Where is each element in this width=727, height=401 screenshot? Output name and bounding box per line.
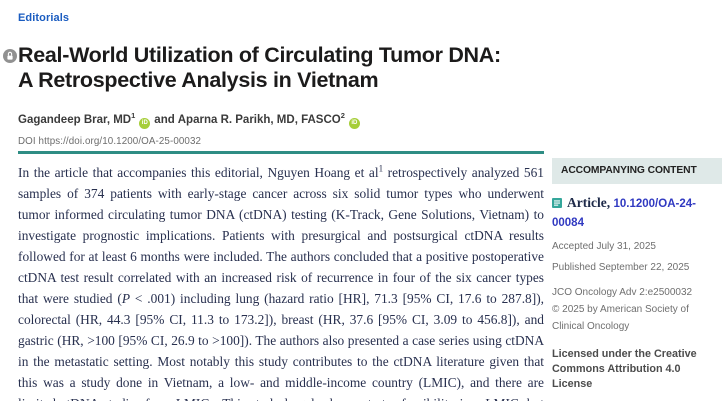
editorial-body-paragraph: In the article that accompanies this edi… [18, 162, 544, 401]
license-notice: Licensed under the Creative Commons Attr… [552, 348, 697, 390]
author-2-affiliation: 2 [340, 111, 345, 120]
author-1-name: Gagandeep Brar, MD [18, 113, 132, 126]
orcid-icon[interactable]: iD [348, 117, 360, 129]
body-segment: In the article that accompanies this edi… [18, 165, 379, 180]
accompanying-article-item: Article, 10.1200/OA-24-00084 [552, 194, 722, 232]
p-value-variable: P [121, 291, 131, 306]
reference-1-link[interactable]: 1 [378, 163, 384, 174]
article-title: Real-World Utilization of Circulating Tu… [18, 43, 563, 93]
article-icon [552, 195, 562, 208]
title-line-1: Real-World Utilization of Circulating Tu… [18, 43, 501, 67]
section-label-editorials[interactable]: Editorials [18, 12, 70, 24]
journal-citation: JCO Oncology Adv 2:e2500032 [552, 287, 693, 298]
author-2-name: Aparna R. Parikh, MD, FASCO [177, 113, 341, 126]
author-1-affiliation: 1 [131, 111, 136, 120]
citation-block: JCO Oncology Adv 2:e2500032 © 2025 by Am… [552, 284, 722, 335]
orcid-icon[interactable]: iD [139, 117, 151, 129]
divider-rule [18, 151, 544, 154]
accepted-date: Accepted July 31, 2025 [552, 241, 656, 252]
doi-text[interactable]: DOI https://doi.org/10.1200/OA-25-00032 [18, 136, 202, 147]
published-date: Published September 22, 2025 [552, 262, 690, 273]
authors-line: Gagandeep Brar, MD1iD and Aparna R. Parikh… [18, 111, 360, 129]
copyright-notice: © 2025 by American Society of Clinical O… [552, 304, 689, 332]
accompanying-content-header: ACCOMPANYING CONTENT [552, 158, 722, 184]
body-segment: < .001) including lung (hazard ratio [HR… [18, 291, 544, 401]
accompanying-content-sidebar: ACCOMPANYING CONTENT Article, 10.1200/OA… [552, 158, 722, 401]
body-segment: retrospectively analyzed 561 samples of … [18, 165, 545, 306]
article-doi-link[interactable]: 10.1200/OA-24-00084 [552, 198, 696, 229]
title-line-2: A Retrospective Analysis in Vietnam [18, 68, 379, 92]
article-label: Article, [567, 195, 611, 210]
authors-joiner: and [154, 113, 175, 126]
open-access-icon [3, 49, 17, 63]
